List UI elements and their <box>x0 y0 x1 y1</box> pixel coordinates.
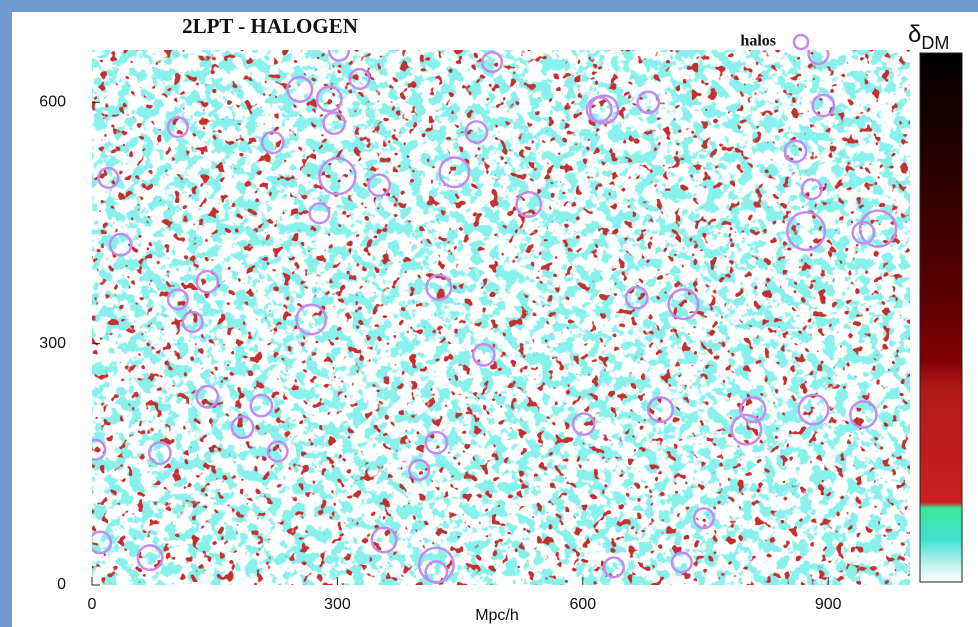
halo <box>195 384 220 409</box>
y-tick-label: 600 <box>39 94 66 111</box>
halo <box>849 400 878 429</box>
halo <box>425 273 453 301</box>
halo <box>367 173 392 198</box>
overdensity-texture <box>92 50 910 585</box>
halo <box>786 210 827 252</box>
halo <box>195 269 220 294</box>
halo <box>230 415 255 440</box>
x-tick-label: 600 <box>569 596 596 613</box>
density-field <box>92 50 910 585</box>
halo <box>315 85 343 113</box>
legend-marker <box>792 33 810 51</box>
halo <box>148 441 172 465</box>
halo <box>108 232 133 257</box>
halo <box>807 50 830 66</box>
halo <box>266 440 289 463</box>
halo <box>370 526 398 554</box>
halo <box>97 166 120 189</box>
halo <box>646 396 675 424</box>
y-tick-label: 0 <box>57 576 66 593</box>
halo <box>480 51 504 74</box>
halo <box>851 220 876 245</box>
halo <box>318 157 357 196</box>
halo <box>636 90 661 115</box>
halo <box>811 93 836 118</box>
colorbar <box>919 52 963 583</box>
halo <box>571 412 596 436</box>
halo <box>602 556 625 579</box>
halo <box>92 530 113 555</box>
halo <box>249 393 274 418</box>
halo <box>286 75 314 103</box>
legend-label: halos <box>740 33 776 50</box>
halo <box>624 285 649 310</box>
halo <box>348 67 371 91</box>
halo <box>797 393 830 426</box>
halo <box>260 130 285 155</box>
x-tick-label: 0 <box>88 596 97 613</box>
halo <box>181 310 204 333</box>
halo <box>670 551 693 574</box>
halo <box>800 178 823 201</box>
x-axis-label: Mpc/h <box>475 607 519 624</box>
halo <box>464 120 489 144</box>
halo <box>166 116 189 139</box>
colorbar-label: δDM <box>908 21 949 52</box>
halo <box>322 111 347 136</box>
halo <box>858 209 898 248</box>
halo <box>739 396 767 424</box>
halo <box>730 413 763 446</box>
halo <box>515 190 543 218</box>
halo <box>692 507 715 530</box>
halo <box>327 50 351 62</box>
colorbar-subscript: DM <box>921 33 949 53</box>
halo <box>166 288 189 311</box>
halo <box>92 438 107 461</box>
halo <box>471 343 496 367</box>
chart-title: 2LPT - HALOGEN <box>182 14 358 38</box>
halo <box>438 156 471 189</box>
halo <box>424 430 449 455</box>
colorbar-symbol: δ <box>908 21 921 48</box>
halo <box>783 139 808 164</box>
halo-group <box>92 50 898 585</box>
halo <box>667 288 700 321</box>
halo <box>424 560 449 585</box>
x-tick-label: 300 <box>324 596 351 613</box>
halo <box>588 94 620 125</box>
halo <box>295 303 328 336</box>
halo <box>308 202 331 225</box>
halo <box>136 544 164 572</box>
x-tick-label: 900 <box>815 596 842 613</box>
halo <box>408 458 431 482</box>
y-tick-label: 300 <box>39 335 66 352</box>
